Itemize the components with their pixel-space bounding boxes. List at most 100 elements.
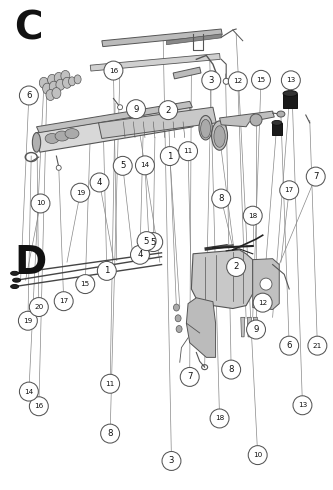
Text: 15: 15: [256, 77, 266, 83]
Text: 15: 15: [81, 281, 90, 287]
Circle shape: [137, 232, 156, 250]
Circle shape: [144, 233, 163, 251]
Text: 14: 14: [24, 389, 34, 394]
Circle shape: [104, 61, 123, 80]
Text: 11: 11: [183, 148, 193, 154]
Circle shape: [243, 206, 262, 225]
Text: 19: 19: [23, 318, 33, 324]
Ellipse shape: [56, 79, 65, 90]
Circle shape: [281, 71, 300, 90]
Text: 20: 20: [34, 304, 43, 310]
Polygon shape: [253, 318, 257, 337]
Ellipse shape: [283, 91, 297, 97]
Text: 12: 12: [258, 300, 267, 306]
Text: 16: 16: [34, 403, 43, 409]
Ellipse shape: [46, 90, 55, 100]
Text: 3: 3: [169, 457, 174, 465]
Ellipse shape: [65, 128, 79, 139]
Circle shape: [18, 311, 37, 330]
Ellipse shape: [39, 77, 48, 88]
Text: 17: 17: [285, 187, 294, 193]
Text: D: D: [14, 244, 46, 282]
Text: 9: 9: [133, 105, 139, 114]
Circle shape: [222, 360, 241, 379]
Text: 5: 5: [151, 238, 156, 246]
Text: 17: 17: [59, 298, 68, 304]
Text: 9: 9: [253, 325, 259, 334]
Ellipse shape: [214, 126, 225, 147]
Polygon shape: [90, 53, 220, 71]
Text: 19: 19: [76, 190, 85, 196]
Polygon shape: [186, 298, 215, 357]
Circle shape: [19, 382, 38, 401]
Ellipse shape: [199, 116, 212, 140]
Circle shape: [29, 397, 48, 416]
Ellipse shape: [176, 325, 182, 333]
Ellipse shape: [63, 77, 72, 88]
Polygon shape: [191, 250, 253, 309]
Circle shape: [118, 105, 123, 110]
Polygon shape: [37, 107, 193, 152]
Circle shape: [101, 424, 120, 443]
Text: 8: 8: [228, 365, 234, 374]
Ellipse shape: [201, 120, 210, 138]
Circle shape: [76, 274, 95, 294]
Circle shape: [251, 71, 270, 89]
Circle shape: [253, 293, 272, 312]
Ellipse shape: [54, 73, 63, 83]
Ellipse shape: [49, 81, 58, 92]
Ellipse shape: [74, 75, 81, 84]
Text: C: C: [14, 9, 43, 48]
Polygon shape: [37, 101, 192, 133]
Polygon shape: [99, 107, 216, 139]
Circle shape: [162, 451, 181, 470]
Circle shape: [54, 292, 73, 311]
Text: 18: 18: [215, 416, 224, 421]
Polygon shape: [219, 111, 274, 127]
Circle shape: [250, 114, 262, 126]
Circle shape: [31, 194, 50, 213]
Text: 13: 13: [286, 77, 295, 83]
Text: 11: 11: [106, 381, 115, 387]
Circle shape: [29, 297, 48, 317]
Ellipse shape: [211, 121, 227, 150]
Polygon shape: [283, 94, 297, 108]
Circle shape: [161, 147, 179, 166]
Circle shape: [246, 320, 265, 339]
Circle shape: [228, 72, 247, 91]
Circle shape: [178, 142, 197, 161]
Text: 8: 8: [218, 194, 224, 203]
Text: 7: 7: [187, 372, 192, 381]
Circle shape: [159, 100, 177, 120]
Ellipse shape: [277, 111, 285, 117]
Text: 13: 13: [298, 402, 307, 408]
Circle shape: [101, 374, 120, 393]
Ellipse shape: [55, 131, 69, 141]
Ellipse shape: [175, 315, 181, 322]
Circle shape: [280, 336, 299, 355]
Text: 21: 21: [313, 343, 322, 349]
Text: 2: 2: [233, 263, 239, 271]
Circle shape: [306, 167, 325, 186]
Text: 8: 8: [107, 429, 113, 438]
Circle shape: [212, 189, 231, 208]
Ellipse shape: [272, 121, 282, 125]
Text: 6: 6: [286, 341, 292, 350]
Ellipse shape: [260, 278, 272, 290]
Circle shape: [210, 409, 229, 428]
Ellipse shape: [52, 88, 61, 98]
Polygon shape: [247, 318, 251, 337]
Text: 10: 10: [253, 452, 262, 458]
Ellipse shape: [45, 133, 59, 144]
Ellipse shape: [48, 74, 57, 85]
Circle shape: [71, 183, 90, 202]
Ellipse shape: [69, 77, 76, 86]
Text: 4: 4: [137, 250, 143, 259]
Circle shape: [127, 99, 146, 119]
Ellipse shape: [11, 285, 19, 289]
Text: 1: 1: [167, 151, 172, 161]
Ellipse shape: [61, 71, 70, 81]
Circle shape: [97, 262, 116, 280]
Circle shape: [202, 71, 221, 90]
Circle shape: [113, 156, 132, 175]
